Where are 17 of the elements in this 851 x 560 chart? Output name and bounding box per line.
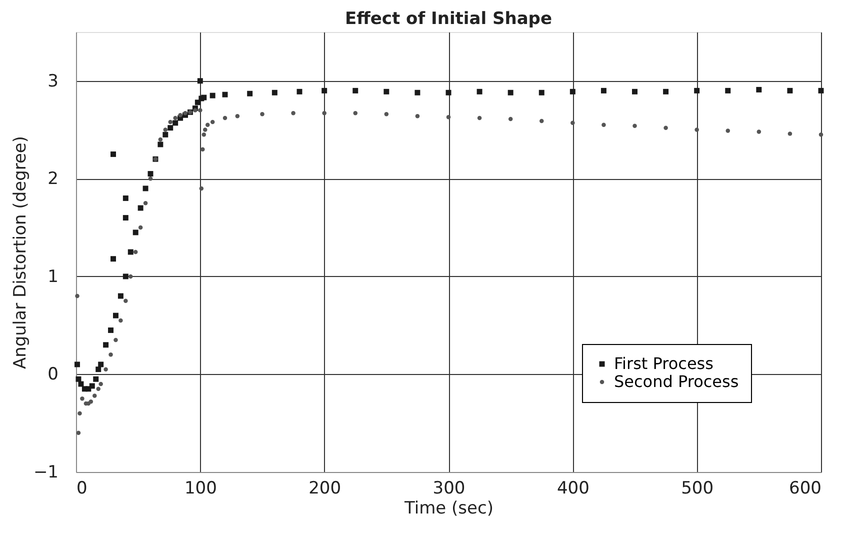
x-tick-label: 600	[789, 478, 822, 498]
x-tick-label: 200	[308, 478, 342, 498]
y-tick-label: 0	[48, 364, 58, 385]
x-tick-label: 300	[432, 478, 466, 498]
x-tick-label: 500	[681, 478, 714, 498]
y-tick-label: 1	[48, 266, 58, 287]
x-tick-label: 0	[76, 478, 88, 498]
legend-label: Second Process	[614, 372, 739, 391]
y-tick-label: −1	[33, 462, 58, 482]
x-tick-label: 400	[556, 478, 590, 498]
legend-label: First Process	[614, 354, 714, 373]
y-axis-title: Angular Distortion (degree)	[10, 136, 30, 370]
chart-title: Effect of Initial Shape	[345, 9, 552, 29]
y-tick-label: 2	[48, 169, 58, 190]
y-tick-label: 3	[48, 71, 58, 92]
x-axis-title: Time (sec)	[404, 498, 494, 518]
x-tick-label: 100	[184, 478, 217, 498]
